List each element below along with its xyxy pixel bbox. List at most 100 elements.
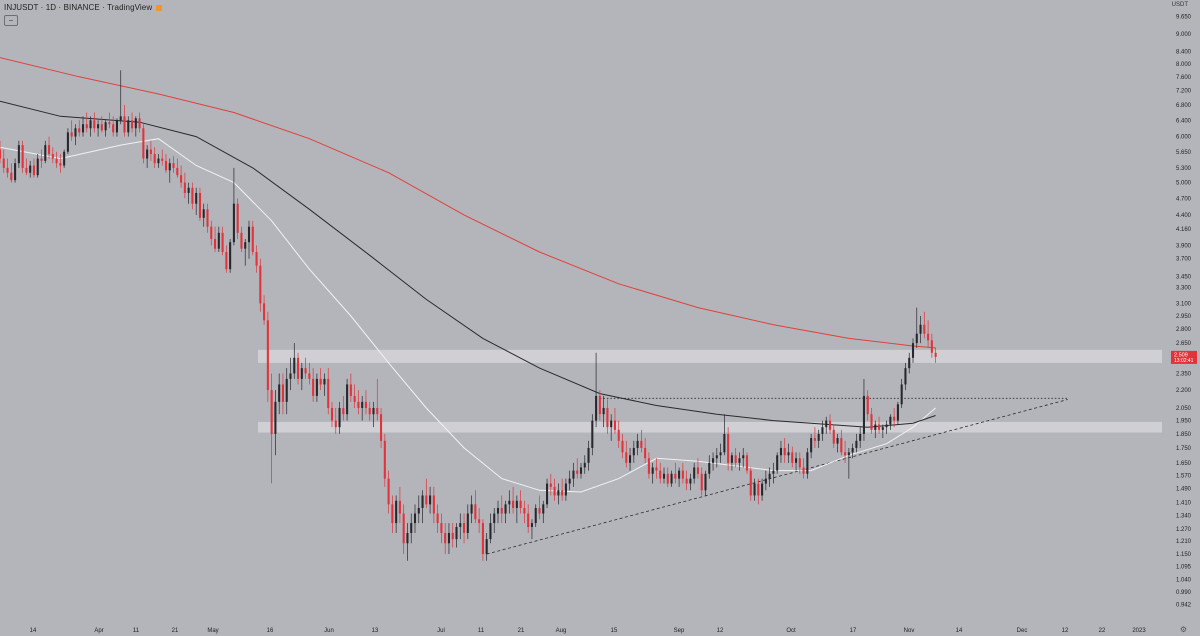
candle[interactable] [74, 124, 77, 146]
candle[interactable] [859, 427, 862, 448]
candle[interactable] [63, 149, 66, 168]
candle[interactable] [727, 427, 730, 471]
candle[interactable] [308, 362, 311, 385]
candle[interactable] [519, 490, 522, 514]
candle[interactable] [115, 118, 118, 137]
candle[interactable] [787, 443, 790, 463]
candle[interactable] [100, 116, 103, 133]
candle[interactable] [440, 513, 443, 544]
candle[interactable] [413, 504, 417, 533]
candle[interactable] [383, 433, 386, 487]
candle[interactable] [847, 447, 850, 479]
candle[interactable] [723, 414, 726, 456]
candle[interactable] [221, 226, 224, 256]
candle[interactable] [538, 495, 541, 520]
candle[interactable] [417, 495, 420, 524]
candle[interactable] [244, 239, 247, 266]
candle[interactable] [278, 373, 281, 415]
candle[interactable] [546, 478, 549, 508]
candle[interactable] [730, 452, 733, 471]
candle[interactable] [613, 407, 616, 434]
candle[interactable] [530, 519, 533, 540]
candle[interactable] [549, 473, 552, 496]
candle[interactable] [48, 136, 51, 159]
candle[interactable] [104, 120, 107, 137]
candle[interactable] [496, 500, 500, 524]
candle[interactable] [176, 158, 179, 178]
candle[interactable] [817, 429, 820, 448]
candle[interactable] [364, 390, 367, 415]
candle[interactable] [97, 120, 100, 137]
candle[interactable] [553, 478, 556, 501]
candle[interactable] [693, 462, 696, 484]
candle[interactable] [66, 128, 69, 155]
candle[interactable] [180, 165, 183, 188]
candle[interactable] [466, 504, 469, 540]
candle[interactable] [632, 440, 635, 463]
candle[interactable] [334, 407, 337, 434]
candle[interactable] [327, 368, 330, 415]
candle[interactable] [380, 407, 383, 448]
candle[interactable] [312, 368, 315, 402]
candle[interactable] [651, 462, 654, 484]
candle[interactable] [791, 446, 794, 468]
candle[interactable] [410, 513, 413, 544]
candle[interactable] [904, 362, 907, 391]
candle[interactable] [512, 486, 515, 514]
candle[interactable] [447, 523, 450, 555]
candle[interactable] [776, 452, 779, 474]
candle[interactable] [878, 416, 881, 434]
candle[interactable] [915, 307, 918, 348]
candle[interactable] [127, 116, 130, 137]
candle[interactable] [666, 467, 669, 487]
candle[interactable] [51, 147, 54, 164]
candle[interactable] [478, 507, 481, 533]
candle[interactable] [214, 226, 217, 252]
candle[interactable] [81, 116, 85, 137]
candle[interactable] [315, 373, 318, 402]
candle[interactable] [764, 470, 767, 491]
candle[interactable] [681, 462, 684, 484]
candle[interactable] [595, 352, 598, 428]
candle[interactable] [149, 140, 152, 161]
candle[interactable] [6, 158, 9, 178]
candle[interactable] [353, 384, 356, 408]
candle[interactable] [387, 470, 390, 514]
candle[interactable] [621, 433, 624, 459]
candle[interactable] [255, 245, 258, 273]
candle[interactable] [251, 220, 254, 256]
candle[interactable] [610, 414, 613, 441]
candle[interactable] [923, 311, 926, 339]
candle[interactable] [134, 116, 137, 137]
candle[interactable] [368, 401, 371, 421]
candle[interactable] [534, 504, 537, 527]
candle[interactable] [481, 519, 484, 561]
candle[interactable] [896, 401, 899, 425]
candle[interactable] [485, 532, 488, 561]
candle[interactable] [696, 458, 699, 479]
candle[interactable] [425, 478, 428, 508]
candle[interactable] [429, 486, 432, 514]
candle[interactable] [247, 220, 251, 259]
candle[interactable] [579, 462, 583, 479]
candle[interactable] [236, 198, 239, 240]
candle[interactable] [636, 433, 639, 456]
candle[interactable] [798, 452, 801, 474]
candle[interactable] [29, 160, 32, 178]
candle[interactable] [281, 373, 284, 415]
candle[interactable] [330, 401, 334, 428]
candle[interactable] [210, 220, 213, 246]
time-axis[interactable]: 14 Apr 11 21 May 16 Jun 13 Jul 11 21 Aug 15 Sep 12 Oct 1… [30, 628, 1147, 634]
candle[interactable] [25, 158, 28, 176]
candle[interactable] [293, 343, 296, 379]
candle[interactable] [644, 438, 647, 463]
candle[interactable] [89, 116, 92, 137]
candle[interactable] [893, 407, 896, 428]
candle[interactable] [59, 154, 62, 173]
candle[interactable] [153, 147, 156, 168]
candle[interactable] [606, 399, 609, 434]
candle[interactable] [172, 156, 175, 173]
candle[interactable] [689, 473, 692, 491]
candle[interactable] [44, 140, 47, 164]
candle[interactable] [493, 507, 496, 533]
